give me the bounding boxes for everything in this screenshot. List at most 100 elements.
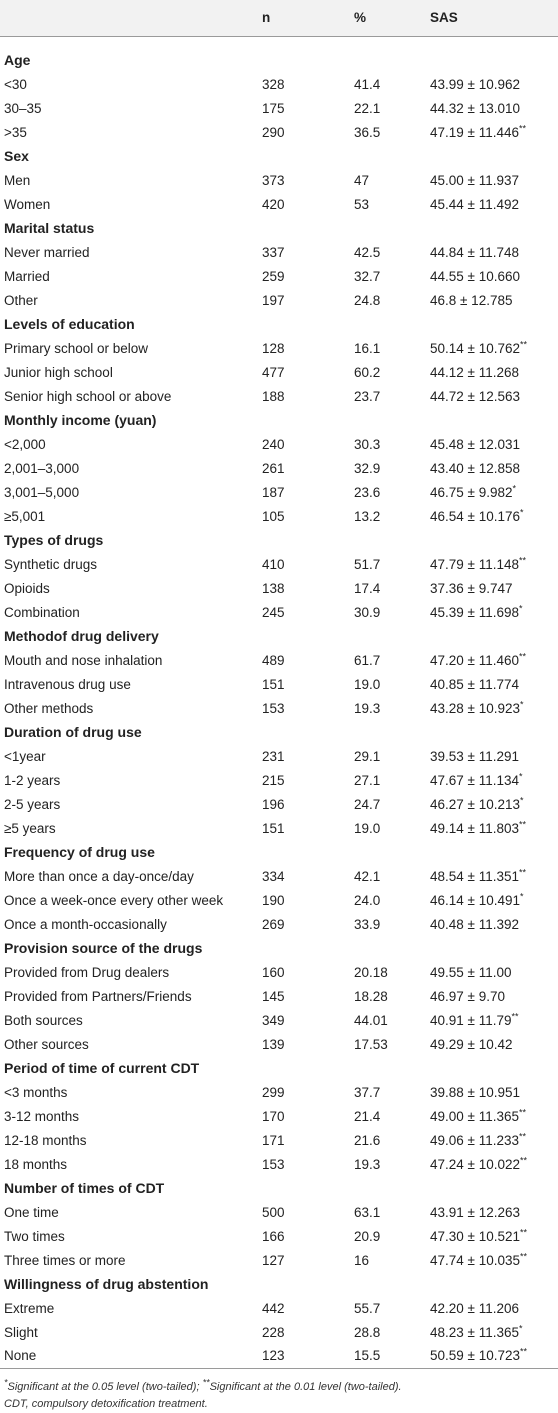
row-significance-mark: ** xyxy=(520,1346,528,1357)
section-header-row: Sex xyxy=(0,144,558,168)
row-pct: 19.0 xyxy=(354,820,381,836)
row-n: 420 xyxy=(262,196,285,212)
row-n: 261 xyxy=(262,460,285,476)
row-sas-cell: 44.72 ± 12.563 xyxy=(426,384,558,408)
row-sas: 48.23 ± 11.365 xyxy=(430,1324,519,1340)
row-n: 410 xyxy=(262,556,285,572)
row-sas: 37.36 ± 9.747 xyxy=(430,580,513,596)
row-significance-mark: ** xyxy=(518,555,526,565)
row-label: <30 xyxy=(4,76,27,92)
row-sas: 46.8 ± 12.785 xyxy=(430,292,513,308)
row-label: Provided from Drug dealers xyxy=(4,964,170,980)
row-n: 123 xyxy=(258,1344,350,1369)
section-header-row: Duration of drug use xyxy=(0,720,558,744)
table-row: ≥5 years 151 19.0 49.14 ± 11.803** xyxy=(0,816,558,840)
row-label: <3 months xyxy=(4,1084,68,1100)
row-sas: 45.39 ± 11.698 xyxy=(430,604,519,620)
row-sas-cell: 46.97 ± 9.70 xyxy=(426,984,558,1008)
row-sas: 48.54 ± 11.351 xyxy=(430,868,519,884)
header-row: n % SAS xyxy=(0,0,558,37)
row-label: Other sources xyxy=(4,1036,89,1052)
row-pct: 42.1 xyxy=(354,868,381,884)
header-n: n xyxy=(258,0,350,37)
row-label: Junior high school xyxy=(4,364,113,380)
row-pct: 51.7 xyxy=(354,556,381,572)
row-pct: 42.5 xyxy=(354,244,381,260)
row-label: 30–35 xyxy=(4,100,42,116)
section-title: Sex xyxy=(4,148,29,164)
footnote-sig1-text: Significant at the 0.05 level (two-taile… xyxy=(7,1380,203,1393)
row-label: 3-12 months xyxy=(4,1108,80,1124)
table-row: 3-12 months 170 21.4 49.00 ± 11.365** xyxy=(0,1104,558,1128)
section-title: Frequency of drug use xyxy=(4,844,155,860)
row-n: 299 xyxy=(262,1084,285,1100)
table-row: 3,001–5,000 187 23.6 46.75 ± 9.982* xyxy=(0,480,558,504)
table-row: Extreme 442 55.7 42.20 ± 11.206 xyxy=(0,1296,558,1320)
row-pct: 41.4 xyxy=(354,76,381,92)
footnote-significance: *Significant at the 0.05 level (two-tail… xyxy=(4,1377,554,1396)
row-label: 3,001–5,000 xyxy=(4,484,80,500)
table-row: Married 259 32.7 44.55 ± 10.660 xyxy=(0,264,558,288)
row-pct: 17.53 xyxy=(354,1036,388,1052)
row-label: Three times or more xyxy=(4,1252,126,1268)
row-sas-cell: 47.74 ± 10.035** xyxy=(426,1248,558,1272)
row-n: 477 xyxy=(262,364,285,380)
row-sas: 44.72 ± 12.563 xyxy=(430,388,520,404)
section-header-row: Willingness of drug abstention xyxy=(0,1272,558,1296)
header-label xyxy=(0,0,258,37)
row-label: 2-5 years xyxy=(4,796,61,812)
row-label: Combination xyxy=(4,604,80,620)
row-n: 197 xyxy=(262,292,285,308)
row-n: 145 xyxy=(262,988,285,1004)
row-label: 1-2 years xyxy=(4,772,61,788)
table-footnote: *Significant at the 0.05 level (two-tail… xyxy=(0,1369,558,1413)
row-label: Never married xyxy=(4,244,90,260)
table-row: <30 328 41.4 43.99 ± 10.962 xyxy=(0,72,558,96)
row-significance-mark: ** xyxy=(518,123,526,133)
row-label: ≥5,001 xyxy=(4,508,46,524)
row-n: 166 xyxy=(262,1228,285,1244)
section-header-row: Monthly income (yuan) xyxy=(0,408,558,432)
row-sas-cell: 44.12 ± 11.268 xyxy=(426,360,558,384)
row-sas-cell: 39.88 ± 10.951 xyxy=(426,1080,558,1104)
row-n: 187 xyxy=(262,484,285,500)
table-row: Combination 245 30.9 45.39 ± 11.698* xyxy=(0,600,558,624)
row-n: 337 xyxy=(262,244,285,260)
row-pct: 30.9 xyxy=(354,604,381,620)
row-pct: 44.01 xyxy=(354,1012,388,1028)
table-row: Intravenous drug use 151 19.0 40.85 ± 11.77… xyxy=(0,672,558,696)
row-sas: 45.00 ± 11.937 xyxy=(430,172,519,188)
section-title: Provision source of the drugs xyxy=(4,940,203,956)
table-row: Mouth and nose inhalation 489 61.7 47.20 ± … xyxy=(0,648,558,672)
row-sas-cell: 45.00 ± 11.937 xyxy=(426,168,558,192)
row-significance-mark: ** xyxy=(518,651,526,661)
table-row: More than once a day-once/day 334 42.1 48.5… xyxy=(0,864,558,888)
row-pct: 21.6 xyxy=(354,1132,381,1148)
row-sas: 46.54 ± 10.176 xyxy=(430,508,520,524)
section-header-row: Types of drugs xyxy=(0,528,558,552)
row-sas-cell: 43.40 ± 12.858 xyxy=(426,456,558,480)
row-label: Other xyxy=(4,292,38,308)
row-label: 2,001–3,000 xyxy=(4,460,80,476)
section-header-row: Levels of education xyxy=(0,312,558,336)
row-sas: 42.20 ± 11.206 xyxy=(430,1300,519,1316)
section-title: Period of time of current CDT xyxy=(4,1060,200,1076)
table-header: n % SAS xyxy=(0,0,558,48)
row-sas: 49.55 ± 11.00 xyxy=(430,964,512,980)
row-sas: 43.99 ± 10.962 xyxy=(430,76,520,92)
row-significance-mark: * xyxy=(520,699,524,709)
header-spacer xyxy=(0,36,558,48)
row-sas-cell: 44.55 ± 10.660 xyxy=(426,264,558,288)
table-row: Senior high school or above 188 23.7 44.72 … xyxy=(0,384,558,408)
row-n: 228 xyxy=(262,1324,285,1340)
row-sas: 46.27 ± 10.213 xyxy=(430,796,520,812)
row-pct: 19.0 xyxy=(354,676,381,692)
row-sas: 47.67 ± 11.134 xyxy=(430,772,519,788)
row-label: Both sources xyxy=(4,1012,83,1028)
table-row: One time 500 63.1 43.91 ± 12.263 xyxy=(0,1200,558,1224)
table-row: Other 197 24.8 46.8 ± 12.785 xyxy=(0,288,558,312)
row-label: None xyxy=(0,1344,258,1369)
table-row: 2,001–3,000 261 32.9 43.40 ± 12.858 xyxy=(0,456,558,480)
row-n: 373 xyxy=(262,172,285,188)
table-row: Provided from Partners/Friends 145 18.28 46… xyxy=(0,984,558,1008)
